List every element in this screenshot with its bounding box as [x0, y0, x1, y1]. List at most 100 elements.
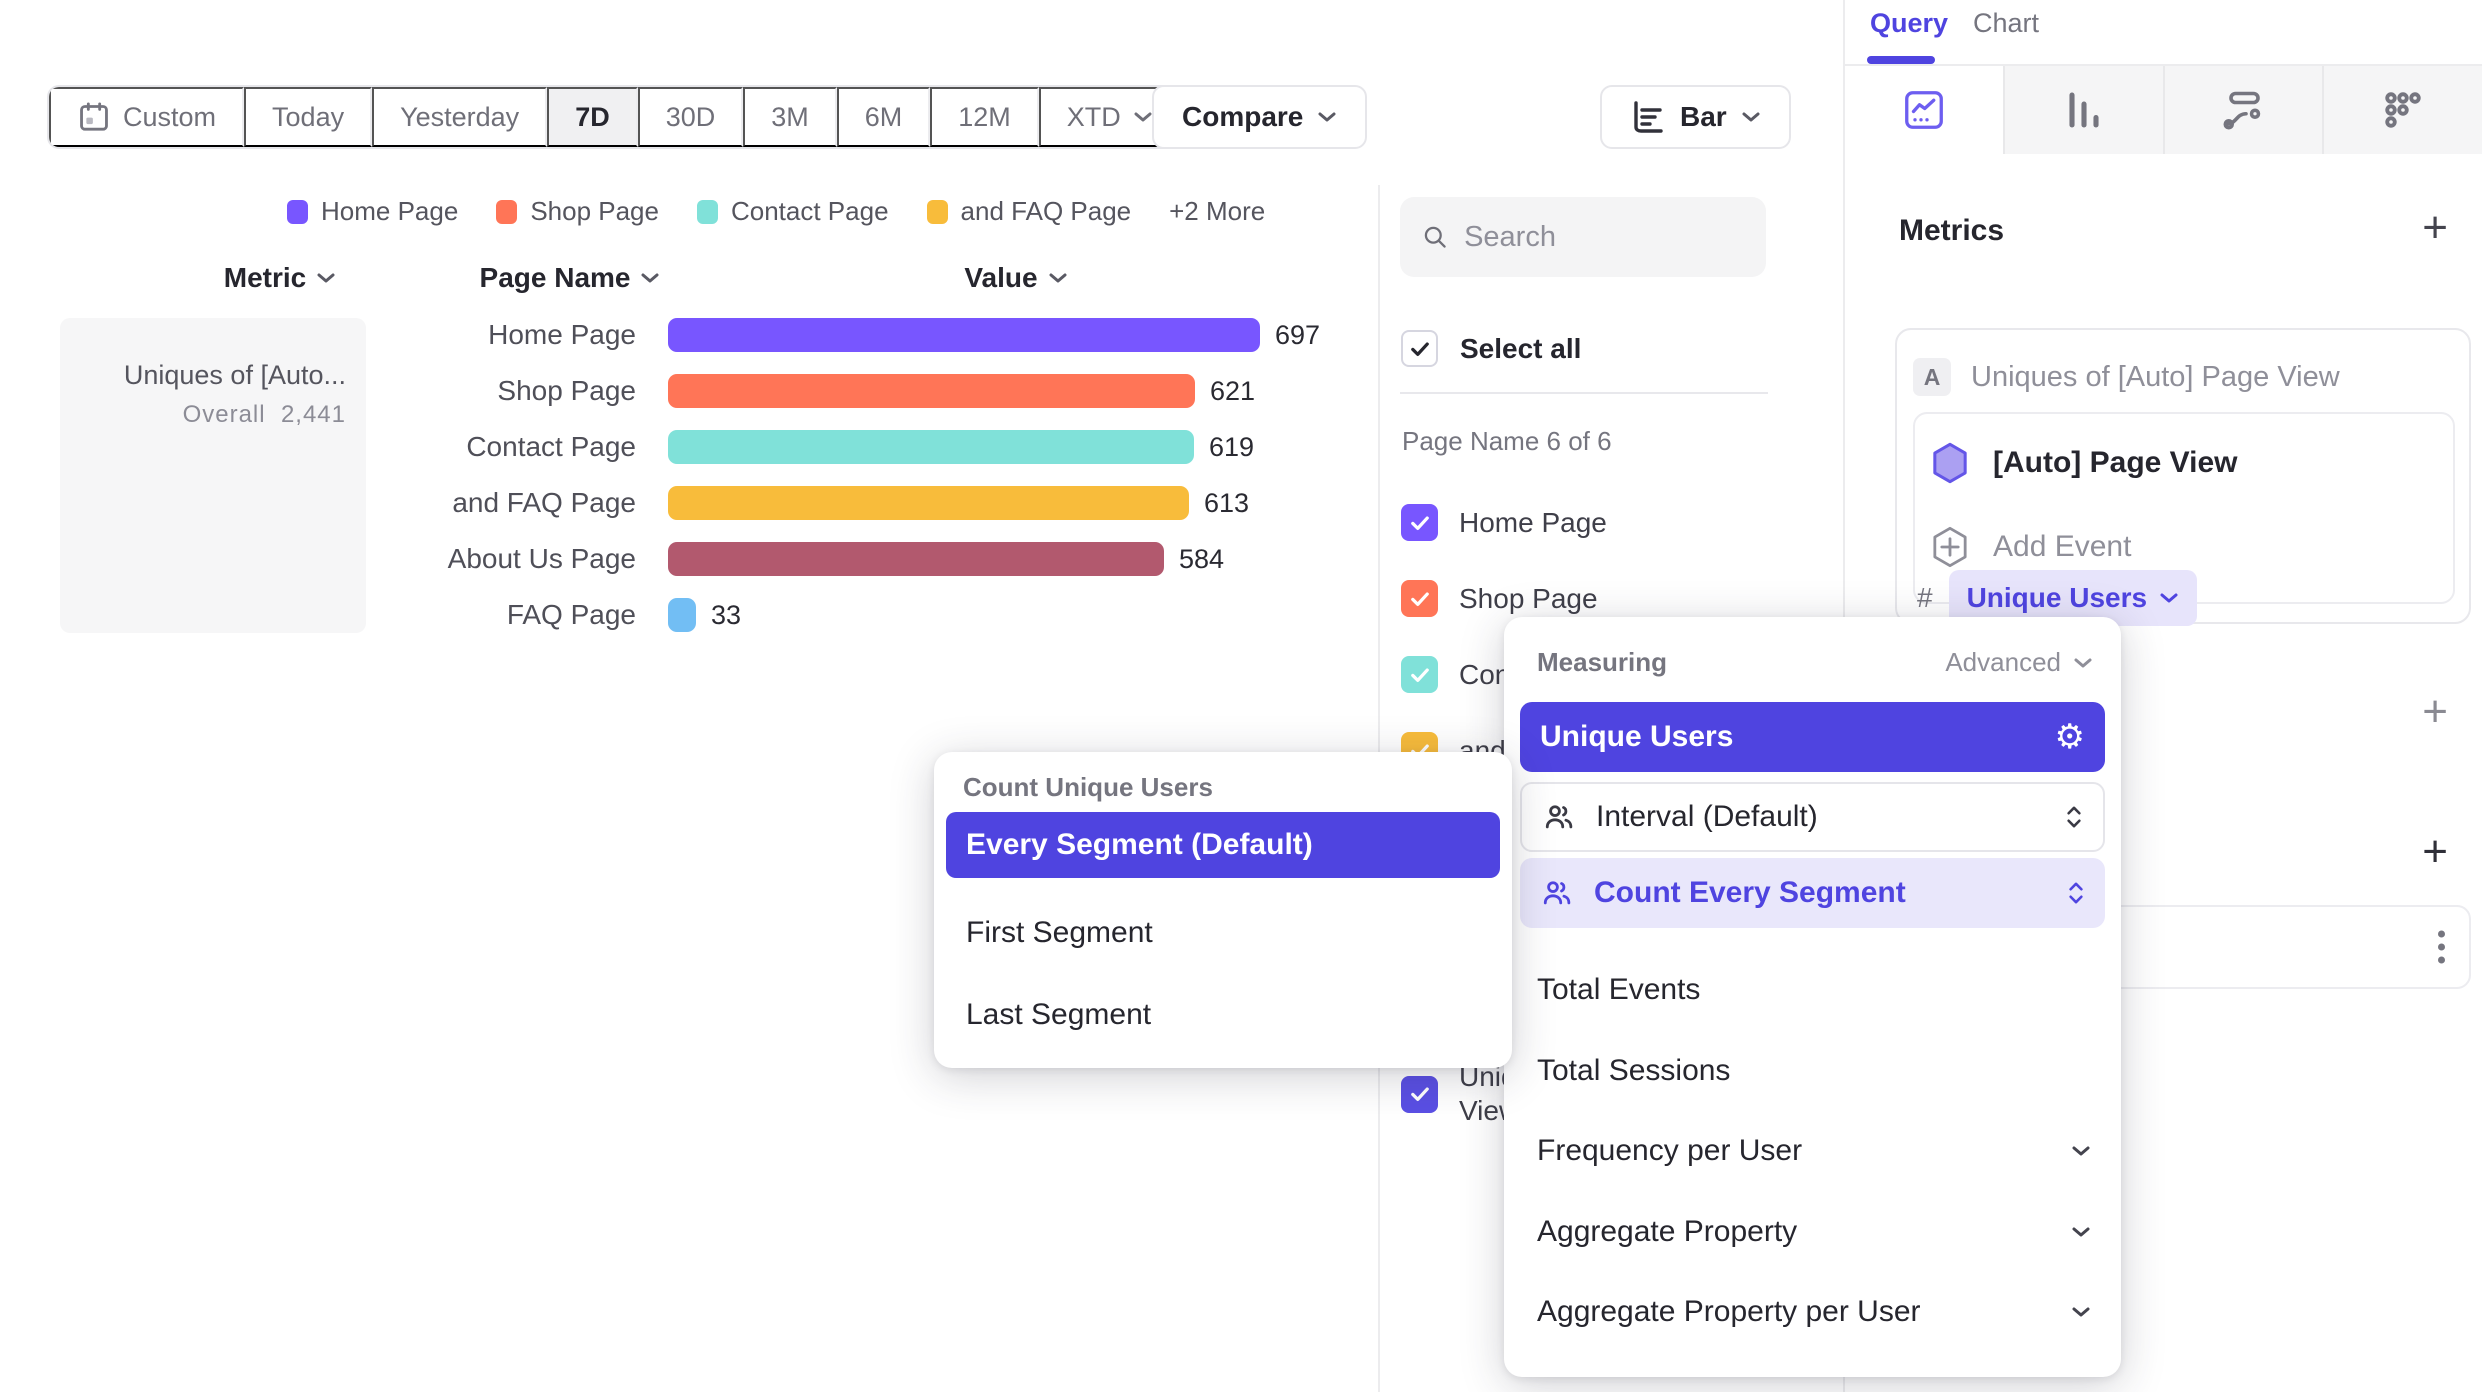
report-tab-retention[interactable]: [2322, 66, 2482, 154]
bar-segment[interactable]: [668, 430, 1194, 464]
report-tab-bar-chart[interactable]: [2002, 66, 2163, 154]
advanced-toggle[interactable]: Advanced: [1945, 647, 2093, 678]
measuring-card-label: Interval (Default): [1596, 800, 1818, 833]
measuring-option-total-events[interactable]: Total Events: [1537, 960, 2091, 1020]
chart-legend: Home Page Shop Page Contact Page and FAQ Pa…: [287, 196, 1265, 227]
metric-overall: Overall 2,441: [182, 401, 346, 428]
add-event-row[interactable]: Add Event: [1931, 526, 2131, 568]
select-all-row[interactable]: Select all: [1401, 330, 1581, 367]
segment-option[interactable]: Last Segment: [966, 998, 1152, 1031]
filter-checkbox[interactable]: [1401, 656, 1438, 693]
count-unique-users-popover: Count Unique Users Every Segment (Defaul…: [934, 752, 1512, 1068]
bar-value-label: 33: [711, 599, 742, 630]
bar-value-label: 619: [1209, 431, 1255, 462]
measuring-option-frequency-per-user[interactable]: Frequency per User: [1537, 1121, 2091, 1181]
table-row: About Us Page 584: [380, 531, 1380, 587]
filter-item-shop-page[interactable]: Shop Page: [1401, 580, 1598, 617]
measure-prefix: #: [1917, 582, 1933, 613]
legend-more-button[interactable]: +2 More: [1169, 196, 1266, 226]
measuring-popover: Measuring Advanced Unique Users ⚙ Interv…: [1504, 617, 2121, 1377]
measuring-card-2[interactable]: Count Every Segment: [1520, 858, 2105, 928]
add-filter-button[interactable]: +: [2422, 687, 2448, 736]
date-range-3m[interactable]: 3M: [743, 87, 837, 147]
chevron-down-icon: [1049, 273, 1067, 283]
flows-icon: [2223, 91, 2261, 130]
add-metric-button[interactable]: +: [2422, 203, 2448, 252]
date-range-custom[interactable]: Custom: [49, 87, 245, 147]
measuring-option-label: Frequency per User: [1537, 1134, 1803, 1167]
column-header-metric[interactable]: Metric: [150, 262, 410, 294]
bar-segment[interactable]: [668, 598, 696, 632]
group-label: Page Name 6 of 6: [1402, 426, 1612, 456]
table-row: Shop Page 621: [380, 363, 1380, 419]
gear-icon[interactable]: ⚙: [2054, 717, 2085, 757]
compare-button[interactable]: Compare: [1152, 85, 1368, 149]
chevron-down-icon: [641, 273, 659, 283]
check-icon: [1410, 1087, 1429, 1102]
legend-item: and FAQ Page: [926, 196, 1131, 227]
legend-label: Shop Page: [530, 196, 659, 226]
tab-query[interactable]: Query: [1870, 8, 1949, 38]
check-icon: [1410, 591, 1429, 606]
people-icon: [1545, 805, 1573, 829]
horizontal-bar-chart-icon: [1634, 101, 1663, 133]
date-range-label: Custom: [123, 101, 217, 132]
bar-segment[interactable]: [668, 318, 1260, 352]
metric-card-title: Uniques of [Auto] Page View: [1971, 360, 2340, 393]
search-input[interactable]: [1464, 220, 1744, 254]
report-tab-flows[interactable]: [2162, 66, 2323, 154]
tab-chart[interactable]: Chart: [1973, 8, 2040, 38]
date-range-label: 6M: [864, 101, 903, 132]
check-icon: [1410, 515, 1429, 530]
measuring-option-label: Total Sessions: [1537, 1053, 1731, 1087]
date-range-12m[interactable]: 12M: [930, 87, 1039, 147]
filter-item-home-page[interactable]: Home Page: [1401, 504, 1607, 541]
date-range-label: 3M: [771, 101, 809, 132]
date-range-today[interactable]: Today: [244, 87, 373, 147]
segment-option-selected[interactable]: Every Segment (Default): [946, 812, 1500, 878]
legend-label: Home Page: [321, 196, 459, 226]
metric-cell[interactable]: Uniques of [Auto... Overall 2,441: [60, 318, 366, 633]
measuring-option-total-sessions[interactable]: Total Sessions: [1537, 1041, 2091, 1101]
measurement-chip[interactable]: Unique Users: [1948, 570, 2198, 626]
select-all-checkbox[interactable]: [1401, 330, 1438, 367]
measuring-option-aggregate-property[interactable]: Aggregate Property: [1537, 1202, 2091, 1262]
event-row[interactable]: [Auto] Page View: [1931, 442, 2237, 484]
table-row: FAQ Page 33: [380, 587, 1380, 643]
legend-item: Shop Page: [496, 196, 659, 227]
add-breakdown-button[interactable]: +: [2422, 827, 2448, 876]
date-range-6m[interactable]: 6M: [836, 87, 931, 147]
report-tab-insights[interactable]: [1845, 66, 2003, 154]
table-row: Contact Page 619: [380, 419, 1380, 475]
chart-type-label: Bar: [1680, 101, 1727, 132]
date-range-label: 7D: [575, 101, 610, 132]
chevron-down-icon: [2160, 593, 2178, 603]
active-tab-underline: [1867, 56, 1935, 64]
stepper-icon: [2067, 806, 2081, 828]
metric-card: A Uniques of [Auto] Page View [Auto] Pag…: [1895, 328, 2471, 626]
row-category-label: and FAQ Page: [452, 487, 636, 518]
measuring-option-aggregate-property-per-user[interactable]: Aggregate Property per User: [1537, 1282, 2091, 1342]
divider: [1400, 392, 1768, 394]
column-header-value[interactable]: Value: [886, 262, 1146, 294]
filter-checkbox[interactable]: [1401, 580, 1438, 617]
bar-segment[interactable]: [668, 542, 1164, 576]
chart-type-button[interactable]: Bar: [1600, 85, 1791, 149]
measuring-option-label: Aggregate Property: [1537, 1214, 1798, 1248]
column-header-page-name[interactable]: Page Name: [440, 262, 700, 294]
bar-segment[interactable]: [668, 374, 1195, 408]
legend-item: Home Page: [287, 196, 458, 227]
measuring-selected-option[interactable]: Unique Users ⚙: [1520, 702, 2105, 772]
filter-checkbox[interactable]: [1401, 1075, 1438, 1113]
segment-option[interactable]: First Segment: [966, 916, 1153, 949]
date-range-7d[interactable]: 7D: [547, 87, 638, 147]
legend-swatch: [287, 199, 308, 224]
retention-icon: [2385, 92, 2421, 128]
filter-checkbox[interactable]: [1401, 504, 1438, 541]
measuring-card-1[interactable]: Interval (Default): [1520, 782, 2105, 852]
more-options-icon[interactable]: [2438, 930, 2445, 964]
date-range-30d[interactable]: 30D: [637, 87, 744, 147]
date-range-yesterday[interactable]: Yesterday: [372, 87, 548, 147]
bar-segment[interactable]: [668, 486, 1189, 520]
